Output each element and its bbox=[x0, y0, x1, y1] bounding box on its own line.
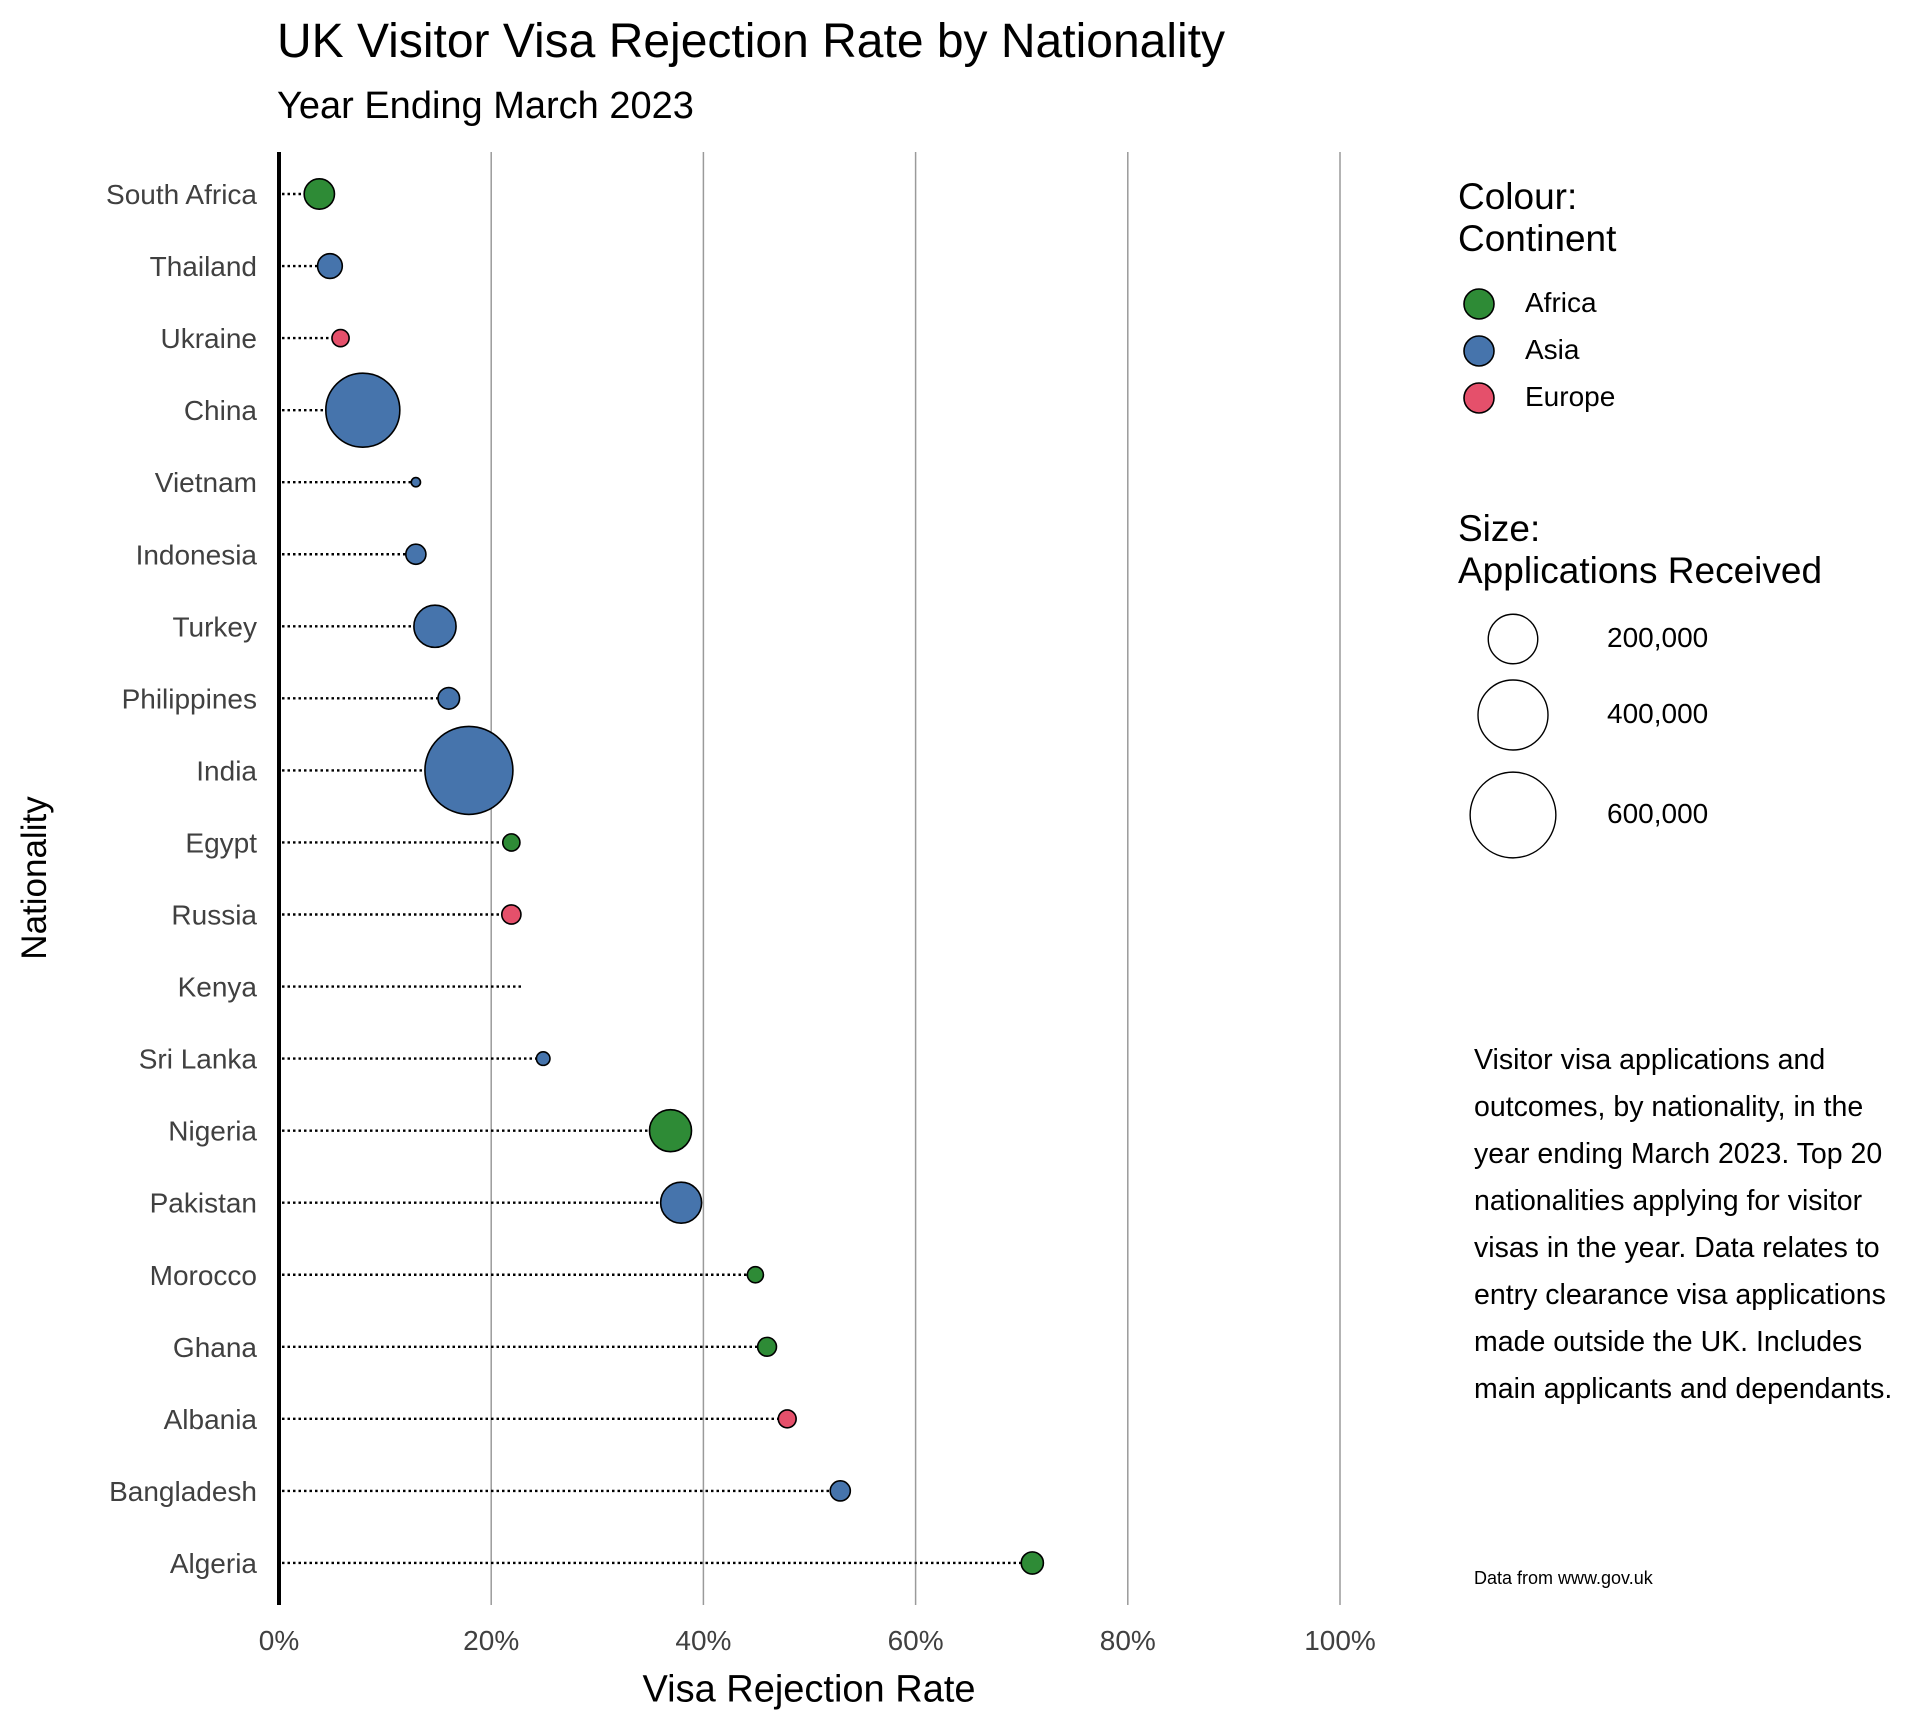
bubble-thailand[interactable] bbox=[316, 252, 344, 280]
x-axis-tick-labels: 0% 20% 40% 60% 80% 100% bbox=[259, 1625, 1376, 1656]
gridlines bbox=[490, 152, 1341, 1605]
bubble-egypt[interactable] bbox=[501, 833, 521, 852]
y-category-label: Albania bbox=[164, 1404, 258, 1435]
y-category-label: China bbox=[184, 395, 258, 426]
bubble-russia[interactable] bbox=[500, 904, 522, 925]
x-tick-label: 40% bbox=[675, 1625, 731, 1656]
legend-dot-asia-icon bbox=[1463, 335, 1495, 367]
y-category-label: Turkey bbox=[172, 611, 257, 642]
x-tick-label: 100% bbox=[1304, 1625, 1376, 1656]
bubble-algeria[interactable] bbox=[1020, 1551, 1045, 1575]
y-category-label: Indonesia bbox=[136, 539, 258, 570]
bubble-ghana[interactable] bbox=[756, 1336, 778, 1358]
bubble-vietnam[interactable] bbox=[410, 476, 422, 488]
colour-legend-title: Colour: Continent bbox=[1458, 176, 1617, 259]
bubble-turkey[interactable] bbox=[413, 604, 457, 649]
bubble-philippines[interactable] bbox=[437, 686, 461, 710]
legend-dot-africa-icon bbox=[1463, 288, 1495, 320]
lollipop-stems bbox=[282, 192, 1022, 1565]
bubble-indonesia[interactable] bbox=[405, 543, 427, 566]
x-tick-label: 80% bbox=[1100, 1625, 1156, 1656]
source-note: Data from www.gov.uk bbox=[1474, 1568, 1653, 1588]
x-tick-label: 0% bbox=[259, 1625, 299, 1656]
y-category-label: Vietnam bbox=[155, 467, 257, 498]
y-category-label: Bangladesh bbox=[109, 1476, 257, 1507]
y-category-label: Russia bbox=[171, 900, 257, 931]
y-category-label: Kenya bbox=[178, 972, 258, 1003]
bubbles bbox=[303, 178, 1045, 1575]
size-legend-circle-icon bbox=[1469, 771, 1557, 859]
y-category-label: Pakistan bbox=[150, 1188, 257, 1219]
size-legend-label-600k: 600,000 bbox=[1607, 798, 1709, 829]
size-legend-circle-icon bbox=[1487, 613, 1539, 665]
chart-description: Visitor visa applications and outcomes, … bbox=[1474, 1044, 1893, 1405]
bubble-pakistan[interactable] bbox=[659, 1181, 703, 1224]
legend-label-africa: Africa bbox=[1525, 287, 1597, 318]
chart-title: UK Visitor Visa Rejection Rate by Nation… bbox=[277, 15, 1225, 68]
bubble-south-africa[interactable] bbox=[303, 178, 336, 210]
y-category-label: Algeria bbox=[170, 1548, 258, 1579]
size-legend-label-200k: 200,000 bbox=[1607, 622, 1709, 653]
legend-dot-europe-icon bbox=[1463, 382, 1495, 414]
colour-legend-dots bbox=[1463, 288, 1495, 414]
bubble-albania[interactable] bbox=[777, 1409, 797, 1429]
bubble-china[interactable] bbox=[325, 372, 401, 448]
y-category-label: Thailand bbox=[150, 251, 257, 282]
y-category-label: Egypt bbox=[185, 827, 257, 858]
bubble-sri-lanka[interactable] bbox=[535, 1051, 551, 1067]
bubble-ukraine[interactable] bbox=[331, 328, 350, 348]
y-category-label: Morocco bbox=[150, 1260, 257, 1291]
y-category-label: Ukraine bbox=[161, 323, 257, 354]
bubble-india[interactable] bbox=[424, 725, 514, 816]
x-tick-label: 60% bbox=[888, 1625, 944, 1656]
y-category-label: Sri Lanka bbox=[139, 1044, 258, 1075]
size-legend-circle-icon bbox=[1477, 679, 1549, 751]
y-category-label: South Africa bbox=[106, 179, 257, 210]
legend-label-asia: Asia bbox=[1525, 334, 1580, 365]
chart-subtitle: Year Ending March 2023 bbox=[277, 85, 694, 127]
y-category-label: Philippines bbox=[122, 683, 257, 714]
y-category-label: India bbox=[196, 755, 257, 786]
size-legend-title: Size: Applications Received bbox=[1458, 508, 1823, 591]
legend-label-europe: Europe bbox=[1525, 381, 1616, 412]
y-axis-title: Nationality bbox=[15, 796, 54, 960]
bubble-morocco[interactable] bbox=[746, 1265, 765, 1284]
bubble-bangladesh[interactable] bbox=[829, 1480, 852, 1502]
x-tick-label: 20% bbox=[463, 1625, 519, 1656]
y-category-label: Ghana bbox=[173, 1332, 257, 1363]
size-legend-label-400k: 400,000 bbox=[1607, 698, 1709, 729]
size-legend-circles bbox=[1469, 613, 1557, 859]
y-axis-category-labels: South Africa Thailand Ukraine China Vietnam I… bbox=[106, 179, 257, 1579]
x-axis-title: Visa Rejection Rate bbox=[642, 1668, 976, 1711]
y-category-label: Nigeria bbox=[168, 1116, 257, 1147]
bubble-nigeria[interactable] bbox=[648, 1108, 693, 1153]
